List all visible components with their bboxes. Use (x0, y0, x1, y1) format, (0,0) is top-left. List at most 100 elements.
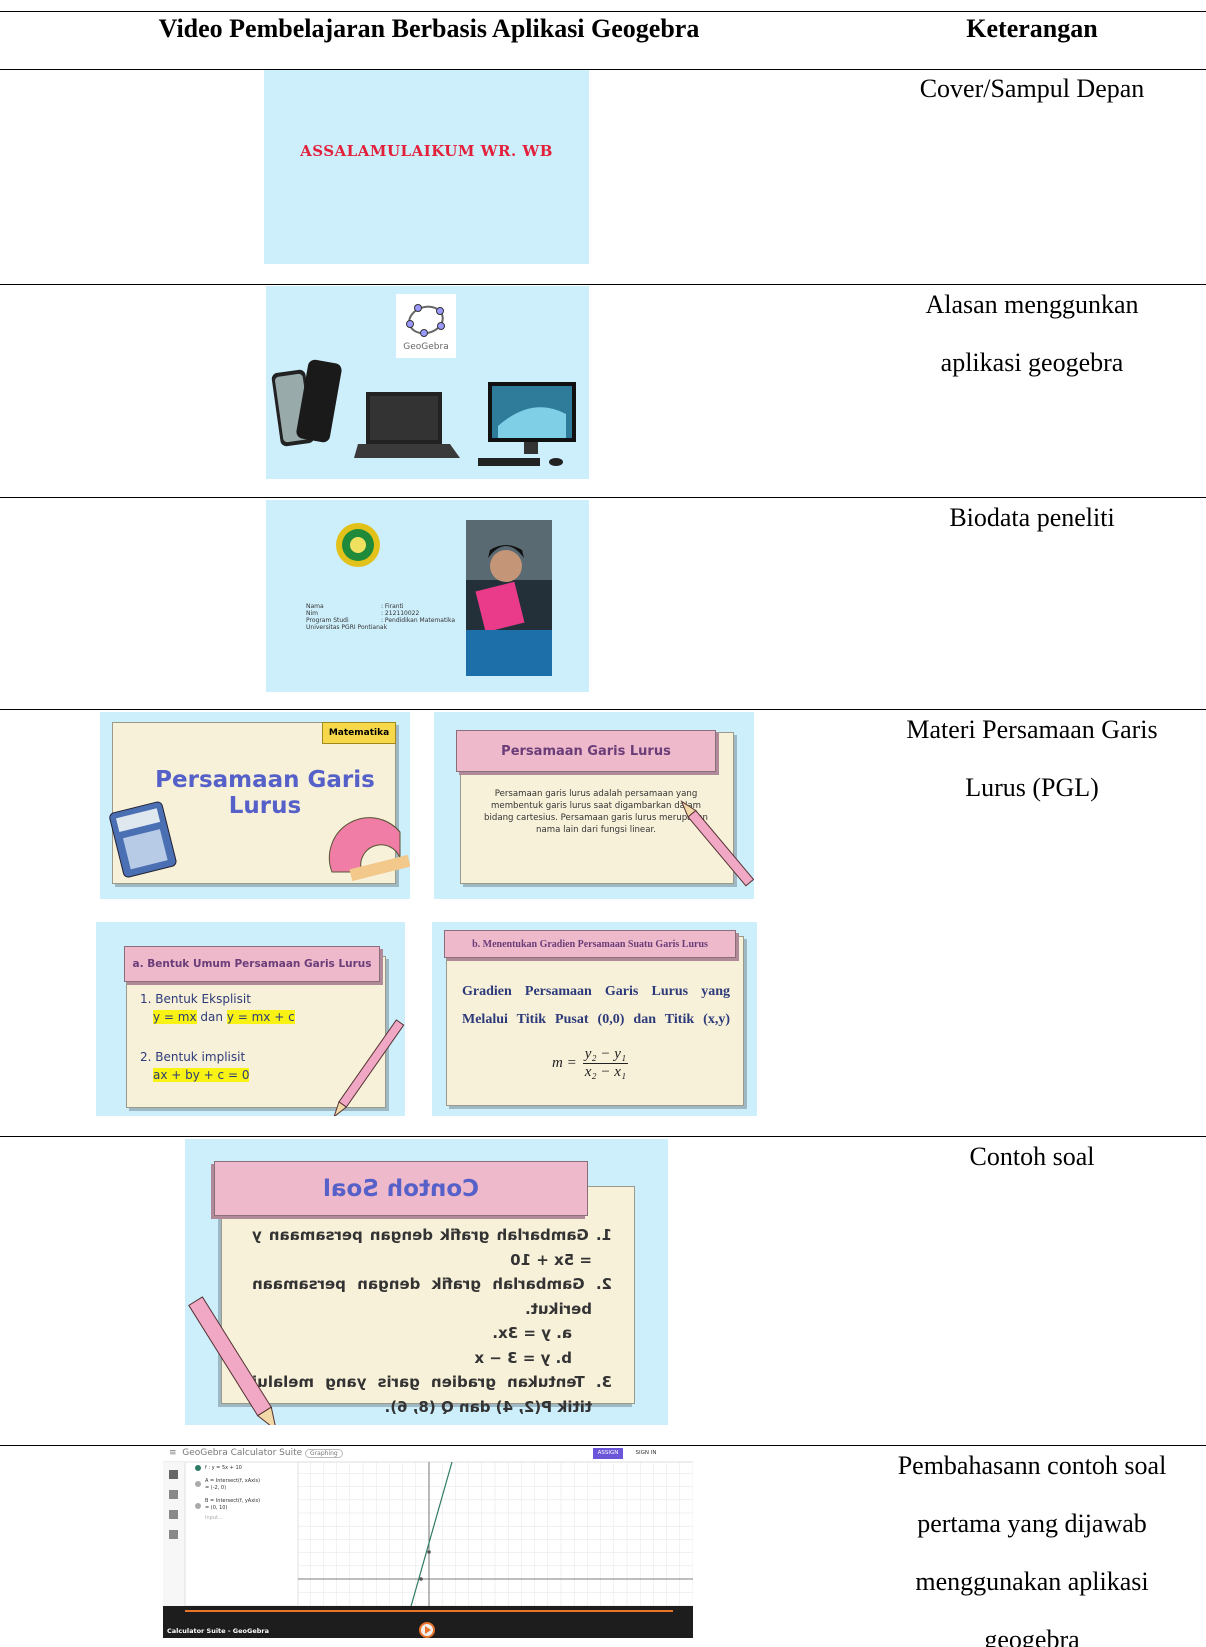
description-line: Materi Persamaan Garis (906, 715, 1158, 744)
pencil (188, 1296, 277, 1425)
numerator: y₂ − y₁ (582, 1046, 629, 1064)
description: Alasan menggunkan aplikasi geogebra (858, 276, 1206, 392)
sidebar-icon (169, 1470, 178, 1479)
devices-illustration (271, 294, 576, 466)
logo-dot (414, 304, 422, 312)
intersection-point (419, 1577, 423, 1581)
slide-definition: Persamaan Garis Lurus Persamaan garis lu… (434, 712, 754, 899)
formula: m = y₂ − y₁ x₂ − x₁ (552, 1046, 629, 1081)
mode-selector: Graphing (305, 1449, 343, 1458)
sidebar-icon (169, 1510, 178, 1519)
column-header: Video Pembelajaran Berbasis Aplikasi Geo… (158, 14, 700, 43)
highlight: ax + by + c = 0 (153, 1068, 250, 1082)
table-rule (0, 709, 1206, 710)
formula-lhs: m = (552, 1055, 577, 1071)
table-rule (0, 284, 1206, 285)
algebra-input: Input... (205, 1515, 223, 1521)
table-rule (0, 11, 1206, 12)
assign-button: ASSIGN (593, 1448, 623, 1459)
description-line: Lurus (PGL) (965, 773, 1099, 802)
slide-devices: GeoGebra (266, 286, 589, 479)
mirrored-content: Contoh Soal 1. Gambarlah grafik dengan p… (185, 1139, 668, 1425)
sign-in-button: SIGN IN (635, 1450, 657, 1456)
intersection-point (427, 1550, 431, 1554)
calculator (109, 801, 177, 878)
column-header: Keterangan (966, 14, 1098, 43)
slide-biodata: Nama Nim Program Studi Universitas PGRI … (266, 500, 589, 692)
biodata-labels: Nama Nim Program Studi Universitas PGRI … (306, 603, 387, 631)
highlight: y = mx (153, 1010, 197, 1024)
algebra-entry: B = Intersect(f, yAxis) (205, 1498, 261, 1504)
description-line: Cover/Sampul Depan (919, 74, 1145, 103)
suite-name: Calculator Suite (230, 1448, 303, 1458)
calculator-keys (123, 829, 168, 870)
logo-dot (420, 329, 428, 337)
highlight: y = mx + c (226, 1010, 295, 1024)
algebra-entry: A = Intersect(f, xAxis) (205, 1478, 261, 1484)
table-rule (0, 69, 1206, 70)
algebra-list: f : y = 5x + 10 A = Intersect(f, xAxis) … (205, 1465, 260, 1522)
pencil-tip (256, 1406, 277, 1425)
slide-banner: Persamaan Garis Lurus (456, 730, 716, 772)
logo-dot (406, 320, 414, 328)
logo-dot (436, 307, 444, 315)
keyboard (478, 458, 540, 466)
slide-example: Contoh Soal 1. Gambarlah grafik dengan p… (185, 1139, 668, 1425)
mouse (549, 458, 563, 466)
table-rule (0, 497, 1206, 498)
photo-shirt (466, 630, 552, 676)
list-formula: ax + by + c = 0 (140, 1066, 295, 1084)
sidebar-icon (169, 1490, 178, 1499)
tag: Matematika (322, 722, 396, 744)
laptop-base (354, 444, 460, 458)
app-name: GeoGebra (182, 1448, 228, 1458)
visibility-toggle (195, 1503, 201, 1509)
description-line: Contoh soal (969, 1142, 1095, 1171)
photo-hair (488, 545, 524, 558)
description: Pembahasann contoh soal pertama yang dij… (858, 1437, 1206, 1647)
pencil-body (687, 809, 754, 887)
slide-geogebra: ≡ GeoGebra Calculator Suite Graphing ASS… (163, 1446, 693, 1638)
slide-banner: a. Bentuk Umum Persamaan Garis Lurus (124, 946, 380, 982)
description: Contoh soal (858, 1128, 1206, 1186)
logo-dot (437, 322, 445, 330)
description-line: geogebra (984, 1625, 1080, 1647)
pencil-body (188, 1296, 272, 1417)
description: Materi Persamaan Garis Lurus (PGL) (858, 701, 1206, 817)
cover-text: ASSALAMULAIKUM WR. WB (300, 142, 553, 160)
calculator-screen (115, 808, 161, 832)
denominator: x₂ − x₁ (584, 1064, 627, 1080)
algebra-panel (184, 1461, 299, 1607)
biodata-label: Nama (306, 603, 324, 610)
slide-banner: b. Menentukan Gradien Persamaan Suatu Ga… (444, 930, 736, 958)
algebra-value: = (-2, 0) (205, 1485, 227, 1491)
biodata-label: Universitas PGRI Pontianak (306, 624, 388, 631)
fraction: y₂ − y₁ x₂ − x₁ (582, 1046, 629, 1081)
biodata-label: Program Studi (306, 617, 349, 624)
slide-gradient: b. Menentukan Gradien Persamaan Suatu Ga… (432, 922, 757, 1116)
algebra-entry: f : y = 5x + 10 (205, 1465, 242, 1471)
biodata-value: : 212110022 (381, 610, 420, 617)
list-formula: y = mx dan y = mx + c (140, 1008, 295, 1026)
sidebar-icon (169, 1530, 178, 1539)
photo-face (490, 550, 522, 582)
pencil (680, 800, 754, 887)
table-rule (0, 1445, 1206, 1446)
description-line: pertama yang dijawab (917, 1509, 1147, 1538)
description: Biodata peneliti (858, 489, 1206, 547)
biodata-label: Nim (306, 610, 318, 617)
protractor (328, 817, 401, 873)
monitor-stand (524, 442, 538, 454)
video-caption: Calculator Suite - GeoGebra (167, 1627, 269, 1635)
slide-title: Matematika Persamaan Garis Lurus (100, 712, 410, 899)
play-icon (425, 1626, 431, 1634)
logo-label: GeoGebra (403, 342, 449, 352)
graph-view (163, 1446, 693, 1638)
biodata-illustration (336, 520, 552, 676)
logo-box (396, 294, 456, 358)
description-line: Biodata peneliti (949, 503, 1115, 532)
list-item: 1. Bentuk Eksplisit (140, 992, 251, 1006)
visibility-toggle (195, 1481, 201, 1487)
slide-body: Gradien Persamaan Garis Lurus yang Melal… (462, 984, 730, 1027)
